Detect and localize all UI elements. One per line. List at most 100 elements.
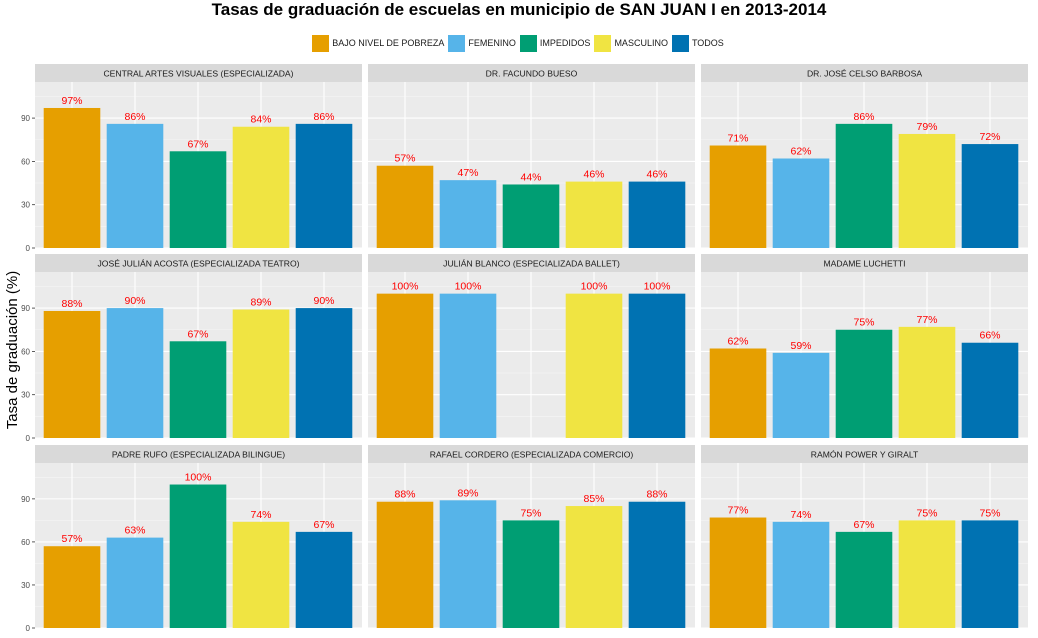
bar xyxy=(106,537,164,628)
bar-value-label: 74% xyxy=(250,509,271,521)
bar xyxy=(709,145,767,248)
y-tick-label: 30 xyxy=(21,391,30,400)
bar xyxy=(439,293,497,438)
bar-value-label: 57% xyxy=(394,153,415,165)
legend-label: BAJO NIVEL DE POBREZA xyxy=(332,38,445,48)
bar-value-label: 62% xyxy=(790,146,811,158)
bar-value-label: 74% xyxy=(790,509,811,521)
bar-value-label: 85% xyxy=(583,493,604,505)
facet-strip xyxy=(368,64,695,82)
bar-value-label: 90% xyxy=(313,295,334,307)
legend-swatch xyxy=(448,34,466,52)
bar xyxy=(961,520,1019,628)
bar-value-label: 79% xyxy=(916,121,937,133)
bar-value-label: 100% xyxy=(455,281,482,293)
legend-label: MASCULINO xyxy=(614,38,668,48)
bar-value-label: 75% xyxy=(916,507,937,519)
chart-title: Tasas de graduación de escuelas en munic… xyxy=(211,0,827,19)
bar-value-label: 75% xyxy=(853,317,874,329)
y-tick-label: 0 xyxy=(26,244,31,253)
legend-label: IMPEDIDOS xyxy=(539,38,591,48)
y-tick-label: 30 xyxy=(21,201,30,210)
bar xyxy=(565,506,623,628)
bar xyxy=(295,531,353,628)
bar xyxy=(835,329,893,438)
bar-value-label: 44% xyxy=(520,171,541,183)
facet-strip-title: RAMÓN POWER Y GIRALT xyxy=(811,450,919,460)
facet-strip-title: MADAME LUCHETTI xyxy=(823,259,905,269)
legend: BAJO NIVEL DE POBREZA FEMENINO IMPEDIDOS MA… xyxy=(0,34,1038,52)
bar-value-label: 67% xyxy=(187,138,208,150)
bar xyxy=(232,126,290,248)
y-tick-label: 0 xyxy=(26,434,31,443)
bar-value-label: 59% xyxy=(790,340,811,352)
bar xyxy=(376,501,434,628)
facet-strip xyxy=(35,254,362,272)
bar-value-label: 77% xyxy=(727,505,748,517)
bar xyxy=(106,308,164,438)
facet-strip-title: CENTRAL ARTES VISUALES (ESPECIALIZADA) xyxy=(103,69,293,79)
bar xyxy=(376,165,434,248)
legend-swatch xyxy=(312,34,330,52)
bar xyxy=(565,293,623,438)
bar xyxy=(835,531,893,628)
bar-value-label: 100% xyxy=(392,281,419,293)
legend-item: MASCULINO xyxy=(594,34,670,52)
bar xyxy=(772,158,830,248)
bar-value-label: 86% xyxy=(124,111,145,123)
legend-swatch xyxy=(519,34,537,52)
bar-value-label: 75% xyxy=(979,507,1000,519)
legend-swatch xyxy=(594,34,612,52)
bar xyxy=(295,123,353,248)
y-tick-label: 30 xyxy=(21,581,30,590)
facet-strip xyxy=(701,64,1028,82)
legend-label: FEMENINO xyxy=(468,38,516,48)
bar xyxy=(376,293,434,438)
bar xyxy=(43,107,101,248)
bar-value-label: 97% xyxy=(61,95,82,107)
bar-value-label: 62% xyxy=(727,336,748,348)
bar xyxy=(43,546,101,628)
bar xyxy=(439,180,497,248)
bar xyxy=(898,326,956,438)
bar-value-label: 88% xyxy=(646,489,667,501)
bar-value-label: 67% xyxy=(187,328,208,340)
bar-value-label: 100% xyxy=(581,281,608,293)
bar xyxy=(169,341,227,438)
facet-strip-title: JULIÁN BLANCO (ESPECIALIZADA BALLET) xyxy=(443,259,620,269)
y-tick-label: 90 xyxy=(21,495,30,504)
bar-value-label: 63% xyxy=(124,525,145,537)
bar-value-label: 86% xyxy=(853,111,874,123)
bar xyxy=(772,521,830,628)
bar xyxy=(898,520,956,628)
bar-value-label: 77% xyxy=(916,314,937,326)
bar-value-label: 66% xyxy=(979,330,1000,342)
bar xyxy=(835,123,893,248)
bar xyxy=(502,520,560,628)
bar-value-label: 100% xyxy=(644,281,671,293)
y-tick-label: 60 xyxy=(21,538,30,547)
bar-value-label: 46% xyxy=(646,169,667,181)
legend-item: IMPEDIDOS xyxy=(519,34,593,52)
bar-value-label: 75% xyxy=(520,507,541,519)
legend-item: BAJO NIVEL DE POBREZA xyxy=(312,34,446,52)
facet-strip xyxy=(701,445,1028,463)
bar-value-label: 46% xyxy=(583,169,604,181)
facet-strip-title: DR. JOSÉ CELSO BARBOSA xyxy=(807,69,922,79)
bar-value-label: 88% xyxy=(61,298,82,310)
bar xyxy=(565,181,623,248)
facet-strip xyxy=(368,254,695,272)
facet-strip xyxy=(35,445,362,463)
bar xyxy=(961,342,1019,438)
bar xyxy=(439,500,497,628)
bar xyxy=(502,184,560,248)
bar xyxy=(628,293,686,438)
bar xyxy=(169,484,227,628)
bar xyxy=(43,310,101,438)
facet-strip xyxy=(35,64,362,82)
y-tick-label: 0 xyxy=(26,624,31,633)
y-tick-label: 60 xyxy=(21,157,30,166)
bar xyxy=(232,521,290,628)
bar-value-label: 67% xyxy=(313,519,334,531)
bar-value-label: 100% xyxy=(185,472,212,484)
